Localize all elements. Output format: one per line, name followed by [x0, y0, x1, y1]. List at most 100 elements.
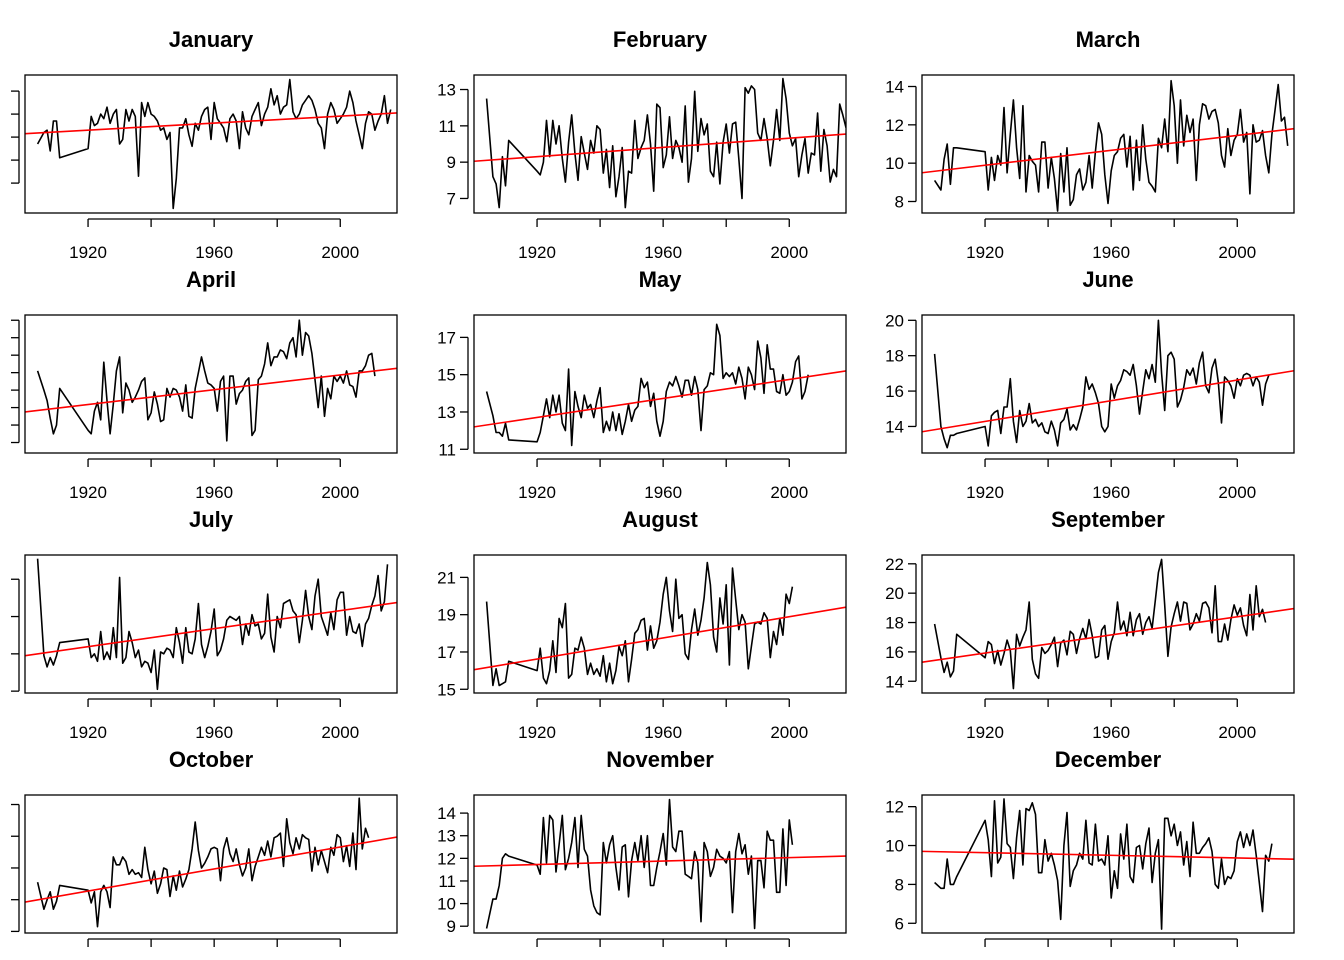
panel-title: January: [169, 27, 254, 52]
y-tick-label: 22: [885, 555, 904, 574]
panel-november: November 9 10 11 12 13 14: [437, 747, 847, 947]
y-tick-label: 18: [885, 347, 904, 366]
trend-line: [25, 112, 397, 135]
y-tick-label: 20: [885, 311, 904, 330]
y-tick-label: 12: [437, 849, 456, 868]
plot-frame: [921, 794, 1295, 934]
series-line: [485, 323, 809, 447]
panel-april: April 1920 1960 2000: [11, 267, 398, 502]
trend-line: [474, 606, 846, 671]
plot-frame: [921, 554, 1295, 694]
trend-line: [922, 850, 1294, 860]
panel-july: July 1920 1960 2000: [11, 507, 398, 742]
y-tick-label: 17: [437, 643, 456, 662]
series-line: [933, 558, 1267, 690]
trend-line: [474, 133, 846, 163]
y-tick-label: 9: [447, 917, 456, 936]
y-tick-label: 10: [885, 837, 904, 856]
x-tick-label: 1920: [966, 483, 1004, 502]
y-tick-label: 21: [437, 568, 456, 587]
trend-line: [922, 127, 1294, 174]
panel-title: November: [606, 747, 714, 772]
plot-frame: [473, 314, 847, 454]
trend-line: [922, 607, 1294, 663]
trend-line: [922, 369, 1294, 433]
panel-january: January 1920 1960 2000: [11, 27, 398, 262]
panel-title: June: [1082, 267, 1133, 292]
y-tick-label: 8: [895, 875, 904, 894]
y-tick-label: 13: [437, 403, 456, 422]
series-line: [934, 798, 1273, 930]
x-tick-label: 2000: [1218, 483, 1256, 502]
x-tick-label: 1920: [966, 243, 1004, 262]
x-tick-label: 2000: [321, 723, 359, 742]
x-tick-label: 1960: [195, 723, 233, 742]
plot-frame: [473, 74, 847, 214]
panel-title: August: [622, 507, 698, 532]
y-tick-label: 7: [447, 189, 456, 208]
y-tick-label: 19: [437, 606, 456, 625]
x-tick-label: 1920: [518, 723, 556, 742]
x-tick-label: 1960: [195, 243, 233, 262]
y-tick-label: 10: [885, 154, 904, 173]
series-line: [485, 798, 794, 930]
panel-title: December: [1055, 747, 1162, 772]
plot-frame: [921, 314, 1295, 454]
x-tick-label: 2000: [1218, 723, 1256, 742]
series-line: [36, 78, 392, 210]
panel-title: May: [639, 267, 683, 292]
x-tick-label: 2000: [1218, 243, 1256, 262]
series-line: [36, 558, 389, 691]
x-tick-label: 1960: [1092, 723, 1130, 742]
x-tick-label: 2000: [770, 243, 808, 262]
series-line: [485, 561, 794, 687]
x-tick-label: 1960: [195, 483, 233, 502]
panel-august: August 1920 1960 2000 15 17 19 21: [437, 507, 847, 742]
panel-title: April: [186, 267, 236, 292]
y-tick-label: 15: [437, 680, 456, 699]
x-tick-label: 1920: [966, 723, 1004, 742]
x-tick-label: 1960: [1092, 483, 1130, 502]
y-tick-label: 9: [447, 153, 456, 172]
panel-title: September: [1051, 507, 1165, 532]
x-tick-label: 2000: [770, 723, 808, 742]
y-tick-label: 14: [437, 804, 456, 823]
x-tick-label: 1920: [69, 483, 107, 502]
x-tick-label: 2000: [770, 483, 808, 502]
y-tick-label: 18: [885, 614, 904, 633]
y-tick-label: 8: [895, 193, 904, 212]
plot-frame: [24, 554, 398, 694]
series-line: [933, 319, 1270, 449]
y-tick-label: 6: [895, 914, 904, 933]
trend-line: [25, 836, 397, 903]
y-tick-label: 11: [438, 117, 456, 136]
y-tick-label: 16: [885, 643, 904, 662]
panel-february: February 1920 1960 2000 7 9 11 13: [437, 27, 847, 262]
plot-frame: [24, 794, 398, 934]
x-tick-label: 1960: [1092, 243, 1130, 262]
y-tick-label: 12: [885, 798, 904, 817]
panel-title: March: [1076, 27, 1141, 52]
x-tick-label: 2000: [321, 483, 359, 502]
series-line: [36, 797, 370, 928]
series-line: [485, 77, 846, 209]
x-tick-label: 1960: [644, 723, 682, 742]
y-tick-label: 13: [437, 827, 456, 846]
y-tick-label: 14: [885, 672, 904, 691]
trend-line: [25, 367, 397, 413]
y-tick-label: 11: [438, 872, 456, 891]
plot-frame: [24, 74, 398, 214]
x-tick-label: 1920: [69, 243, 107, 262]
panel-title: October: [169, 747, 254, 772]
panel-september: September 1920 1960 2000 14 16 18 20 22: [885, 507, 1295, 742]
x-tick-label: 1960: [644, 243, 682, 262]
panel-march: March 1920 1960 2000 8 10 12 14: [885, 27, 1295, 262]
x-tick-label: 1920: [518, 243, 556, 262]
x-tick-label: 2000: [321, 243, 359, 262]
plot-frame: [473, 554, 847, 694]
series-line: [933, 79, 1289, 212]
trend-line: [474, 370, 846, 428]
series-line: [36, 319, 376, 442]
y-tick-label: 14: [885, 417, 904, 436]
